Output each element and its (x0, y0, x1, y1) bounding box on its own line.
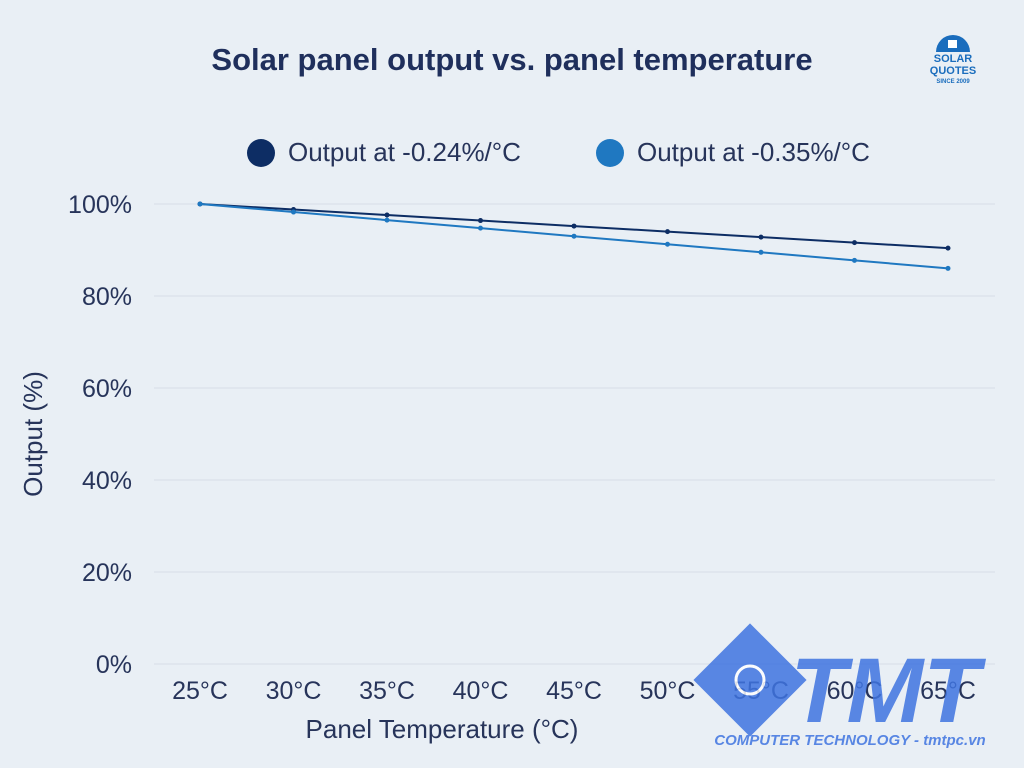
x-tick-label: 65°C (920, 677, 976, 705)
data-point (384, 217, 390, 223)
logo-line2: QUOTES (930, 65, 976, 77)
x-tick-label: 50°C (640, 677, 696, 705)
watermark-circuit-icon (734, 664, 766, 696)
logo-line3: SINCE 2009 (936, 79, 970, 85)
legend-label: Output at -0.35%/°C (637, 137, 870, 167)
data-point (478, 225, 483, 231)
y-axis-ticks: 0% 20% 40% 60% 80% 100% (68, 191, 132, 679)
logo-house-icon (948, 40, 957, 48)
logo-line1: SOLAR (934, 53, 973, 65)
data-point (571, 223, 577, 229)
watermark-brand: TMT (790, 640, 986, 742)
x-tick-label: 40°C (453, 677, 509, 705)
data-point (384, 212, 390, 218)
tmt-watermark: TMT COMPUTER TECHNOLOGY - tmtpc.vn (693, 623, 986, 749)
series-lines (197, 201, 951, 271)
data-point (852, 240, 857, 246)
legend-marker (247, 139, 275, 167)
legend-marker (596, 139, 624, 167)
data-point (945, 265, 951, 271)
x-tick-label: 25°C (172, 677, 228, 705)
y-tick-label: 0% (96, 651, 132, 679)
solar-quotes-logo: SOLAR QUOTES SINCE 2009 (930, 35, 976, 85)
x-tick-label: 35°C (359, 677, 415, 705)
watermark-tagline: COMPUTER TECHNOLOGY - tmtpc.vn (714, 732, 985, 749)
x-tick-label: 30°C (266, 677, 322, 705)
y-tick-label: 40% (82, 467, 132, 495)
data-point (478, 218, 483, 224)
data-point (945, 245, 951, 251)
x-axis-label: Panel Temperature (°C) (306, 714, 579, 744)
chart-title: Solar panel output vs. panel temperature (211, 42, 812, 77)
data-point (852, 257, 857, 263)
legend: Output at -0.24%/°C Output at -0.35%/°C (247, 137, 870, 167)
data-point (571, 233, 577, 239)
data-point (291, 209, 296, 215)
data-point (665, 229, 670, 235)
y-tick-label: 20% (82, 559, 132, 587)
data-point (758, 249, 764, 255)
data-point (665, 241, 670, 247)
x-tick-label: 60°C (827, 677, 883, 705)
data-point (197, 201, 203, 207)
gridlines (154, 203, 995, 665)
x-tick-label: 45°C (546, 677, 602, 705)
y-tick-label: 80% (82, 283, 132, 311)
y-axis-label: Output (%) (18, 371, 48, 497)
legend-label: Output at -0.24%/°C (288, 137, 521, 167)
data-point (758, 234, 764, 240)
y-tick-label: 100% (68, 191, 132, 219)
y-tick-label: 60% (82, 375, 132, 403)
